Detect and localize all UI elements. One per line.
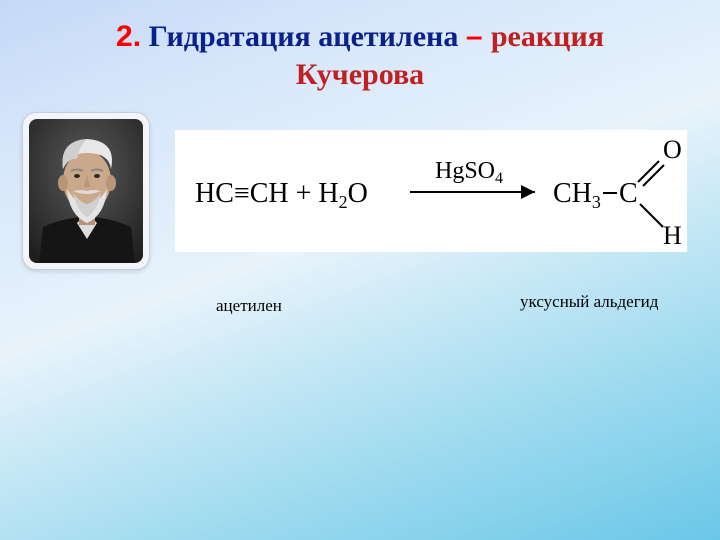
slide: 2. Гидратация ацетилена – реакция Кучеро… (0, 0, 720, 540)
svg-text:O: O (663, 135, 682, 164)
title-dash: – (466, 20, 491, 53)
title-number: 2. (116, 20, 141, 53)
svg-text:CH3: CH3 (553, 178, 601, 212)
reaction-svg: HC≡CH + H2O HgSO4 CH3 C O (175, 130, 687, 252)
caption-acetylene: ацетилен (216, 296, 282, 316)
svg-text:HgSO4: HgSO4 (435, 158, 503, 187)
portrait-svg (29, 119, 143, 263)
slide-title: 2. Гидратация ацетилена – реакция Кучеро… (50, 18, 670, 93)
svg-text:HC≡CH + H2O: HC≡CH + H2O (195, 178, 368, 212)
svg-text:H: H (663, 221, 682, 250)
reaction-panel: HC≡CH + H2O HgSO4 CH3 C O (175, 130, 687, 252)
portrait (29, 119, 143, 263)
caption-acetaldehyde: уксусный альдегид (520, 292, 658, 312)
svg-text:C: C (619, 178, 638, 209)
portrait-frame (22, 112, 150, 270)
title-blue-part: Гидратация ацетилена (149, 20, 466, 53)
